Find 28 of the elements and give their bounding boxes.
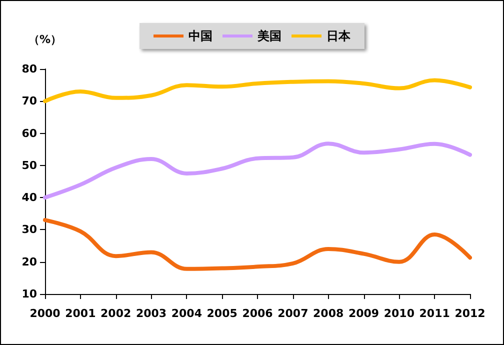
legend-label: 日本 (326, 29, 352, 43)
x-tick-label: 2007 (278, 307, 308, 320)
x-tick-label: 2011 (419, 307, 450, 320)
legend-label: 美国 (256, 29, 282, 43)
x-tick-label: 2002 (100, 307, 132, 320)
y-tick-label: 80 (22, 62, 38, 76)
y-tick-label: 30 (22, 223, 38, 236)
y-tick-label: 70 (22, 94, 38, 108)
y-tick-label: 10 (22, 288, 38, 300)
y-tick-label: 40 (22, 191, 38, 204)
y-axis-title: （%） (28, 33, 62, 46)
x-tick-label: 2009 (348, 307, 380, 320)
x-tick-label: 2000 (30, 307, 61, 320)
x-tick-label: 2008 (313, 307, 344, 320)
x-tick-label: 2012 (454, 307, 486, 320)
x-tick-label: 2005 (206, 307, 238, 320)
x-tick-label: 2001 (65, 307, 96, 320)
line-series (43, 142, 472, 200)
y-tick-label: 60 (22, 126, 38, 140)
x-tick-label: 2004 (171, 307, 202, 320)
x-tick-label: 2006 (242, 307, 274, 320)
x-tick-label: 2003 (136, 307, 167, 320)
x-tick-label: 2010 (384, 307, 415, 320)
y-tick-label: 50 (22, 158, 38, 172)
legend-label: 中国 (188, 29, 212, 43)
line-series (43, 78, 472, 104)
y-tick-label: 20 (22, 255, 38, 268)
line-series (43, 218, 472, 271)
